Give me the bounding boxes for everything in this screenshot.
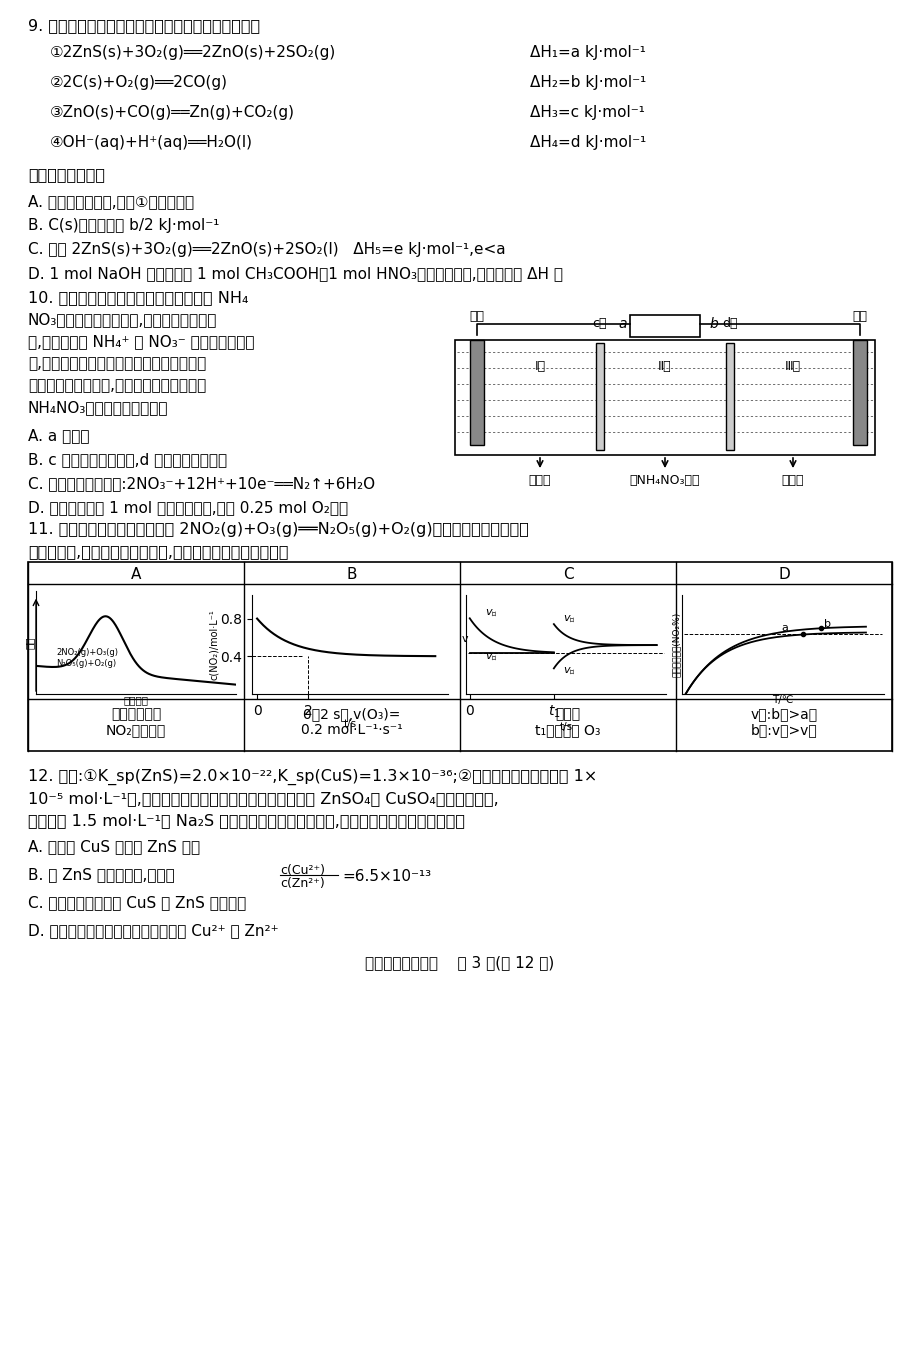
Text: a: a (780, 623, 788, 632)
Text: 9. 现代火法炼锌过程中主要发生了以下前三个反应。: 9. 现代火法炼锌过程中主要发生了以下前三个反应。 (28, 18, 260, 32)
Text: $v_{逆}$: $v_{逆}$ (484, 607, 497, 619)
Text: =6.5×10⁻¹³: =6.5×10⁻¹³ (342, 869, 431, 884)
Text: 理科综合能力测试    第 3 页(共 12 页): 理科综合能力测试 第 3 页(共 12 页) (365, 955, 554, 970)
Y-axis label: v: v (460, 635, 468, 644)
Text: 下,两膜中间的 NH₄⁺ 和 NO₃⁻ 可通过离子交换: 下,两膜中间的 NH₄⁺ 和 NO₃⁻ 可通过离子交换 (28, 334, 255, 349)
Text: $v_{逆}$: $v_{逆}$ (562, 666, 575, 677)
Bar (596, 343, 604, 450)
Text: c(Cu²⁺): c(Cu²⁺) (279, 865, 324, 877)
Text: ΔH₄=d kJ·mol⁻¹: ΔH₄=d kJ·mol⁻¹ (529, 135, 645, 150)
Y-axis label: 平衡体积分数(NO₂%): 平衡体积分数(NO₂%) (671, 612, 680, 677)
Text: 10⁻⁵ mol·L⁻¹时,视为沉淀就达完全。向等物质的量浓度的 ZnSO₄和 CuSO₄的混合溶液中,: 10⁻⁵ mol·L⁻¹时,视为沉淀就达完全。向等物质的量浓度的 ZnSO₄和 … (28, 790, 498, 807)
Bar (470, 340, 483, 444)
Text: B: B (346, 567, 357, 582)
Text: 11. 臭氧在烟气脱硝中的反应为 2NO₂(g)+O₃(g)══N₂O₅(g)+O₂(g)。若此反应在恒容密闭: 11. 臭氧在烟气脱硝中的反应为 2NO₂(g)+O₃(g)══N₂O₅(g)+… (28, 521, 528, 536)
Text: 12. 已知:①K_sp(ZnS)=2.0×10⁻²²,K_sp(CuS)=1.3×10⁻³⁶;②溶液中的离子浓度小于 1×: 12. 已知:①K_sp(ZnS)=2.0×10⁻²²,K_sp(CuS)=1.… (28, 769, 596, 785)
Text: NO₃废水的原理如图所示,在直流电源的作用: NO₃废水的原理如图所示,在直流电源的作用 (28, 312, 217, 327)
Text: ②2C(s)+O₂(g)══2CO(g): ②2C(s)+O₂(g)══2CO(g) (50, 76, 228, 91)
Text: $v_{正}$: $v_{正}$ (562, 613, 575, 624)
Text: B. C(s)的燃烧热是 b/2 kJ·mol⁻¹: B. C(s)的燃烧热是 b/2 kJ·mol⁻¹ (28, 218, 219, 232)
Text: ΔH₃=c kJ·mol⁻¹: ΔH₃=c kJ·mol⁻¹ (529, 105, 644, 120)
X-axis label: t/s: t/s (343, 719, 357, 730)
Text: Ⅰ室: Ⅰ室 (534, 359, 545, 373)
Text: ④OH⁻(aq)+H⁺(aq)══H₂O(l): ④OH⁻(aq)+H⁺(aq)══H₂O(l) (50, 135, 253, 150)
Text: C: C (562, 567, 573, 582)
Text: B. c 膜是阴离子交换膜,d 膜是阳离子交换膜: B. c 膜是阴离子交换膜,d 膜是阳离子交换膜 (28, 453, 227, 467)
Bar (28, 562, 891, 751)
Text: c(Zn²⁺): c(Zn²⁺) (279, 877, 324, 890)
Text: 稀氨水: 稀氨水 (781, 474, 803, 486)
Text: 含NH₄NO₃废水: 含NH₄NO₃废水 (630, 474, 699, 486)
Text: A. 先生成 CuS 后生成 ZnS 沉淀: A. 先生成 CuS 后生成 ZnS 沉淀 (28, 839, 200, 854)
Text: 电源: 电源 (656, 317, 673, 332)
Text: 10. 用电解法进行三室式电渗析法处理含 NH₄: 10. 用电解法进行三室式电渗析法处理含 NH₄ (28, 290, 248, 305)
Text: 下列说法正确的是: 下列说法正确的是 (28, 168, 105, 182)
Text: d膜: d膜 (721, 317, 737, 330)
Text: 石墨: 石墨 (469, 309, 484, 323)
Text: A. 以上四个反应中,只有①是放热反应: A. 以上四个反应中,只有①是放热反应 (28, 195, 194, 209)
Text: ΔH₁=a kJ·mol⁻¹: ΔH₁=a kJ·mol⁻¹ (529, 45, 645, 59)
Text: $v_{正}$: $v_{正}$ (484, 651, 497, 663)
Bar (455, 340, 874, 455)
Text: A. a 为正极: A. a 为正极 (28, 428, 89, 443)
Text: D. 1 mol NaOH 分别和含有 1 mol CH₃COOH、1 mol HNO₃的稀溶液反应,后者比前者 ΔH 大: D. 1 mol NaOH 分别和含有 1 mol CH₃COOH、1 mol … (28, 266, 562, 281)
Text: 稀硝酸: 稀硝酸 (528, 474, 550, 486)
Text: 恒温，
t₁时再充入 O₃: 恒温， t₁时再充入 O₃ (535, 707, 600, 738)
Text: b: b (709, 317, 718, 331)
Text: D. 过滤后得到的溶液中仍有极少量的 Cu²⁺ 和 Zn²⁺: D. 过滤后得到的溶液中仍有极少量的 Cu²⁺ 和 Zn²⁺ (28, 923, 278, 938)
Text: D. 当电路中通过 1 mol 电子的电量时,会有 0.25 mol O₂生成: D. 当电路中通过 1 mol 电子的电量时,会有 0.25 mol O₂生成 (28, 500, 347, 515)
Text: 0～2 s内,v(O₃)=
0.2 mol·L⁻¹·s⁻¹: 0～2 s内,v(O₃)= 0.2 mol·L⁻¹·s⁻¹ (301, 707, 403, 738)
Bar (725, 343, 733, 450)
Y-axis label: 能量: 能量 (25, 636, 35, 648)
Text: 逐滴加入 1.5 mol·L⁻¹的 Na₂S 溶液直至溶液中无沉淀产生,然后过滤。下列说法错误的是: 逐滴加入 1.5 mol·L⁻¹的 Na₂S 溶液直至溶液中无沉淀产生,然后过滤… (28, 813, 464, 828)
Text: ①2ZnS(s)+3O₂(g)══2ZnO(s)+2SO₂(g): ①2ZnS(s)+3O₂(g)══2ZnO(s)+2SO₂(g) (50, 45, 335, 59)
Text: C. 过滤得到的沉淀是 CuS 和 ZnS 的混合物: C. 过滤得到的沉淀是 CuS 和 ZnS 的混合物 (28, 894, 246, 911)
Text: Ⅱ室: Ⅱ室 (657, 359, 671, 373)
Text: D: D (777, 567, 789, 582)
Text: 室。工作一段时间后,在两极区均得到副产品: 室。工作一段时间后,在两极区均得到副产品 (28, 378, 206, 393)
Text: ΔH₂=b kJ·mol⁻¹: ΔH₂=b kJ·mol⁻¹ (529, 76, 645, 91)
Text: 2NO₂(g)+O₃(g): 2NO₂(g)+O₃(g) (56, 647, 118, 657)
Bar (630, 315, 699, 336)
X-axis label: t/s: t/s (559, 721, 572, 731)
Text: Ⅲ室: Ⅲ室 (784, 359, 800, 373)
Text: C. 阴极电极反应式为:2NO₃⁻+12H⁺+10e⁻══N₂↑+6H₂O: C. 阴极电极反应式为:2NO₃⁻+12H⁺+10e⁻══N₂↑+6H₂O (28, 476, 375, 490)
Text: 容器中进行,相关图象如下列选项,其中对应分析结论正确的是: 容器中进行,相关图象如下列选项,其中对应分析结论正确的是 (28, 544, 289, 559)
Text: 膜,而两端隔室中离子被阻挡不能进入中间隔: 膜,而两端隔室中离子被阻挡不能进入中间隔 (28, 357, 206, 372)
Text: 石墨: 石墨 (852, 309, 867, 323)
Text: a: a (618, 317, 626, 331)
Text: N₂O₅(g)+O₂(g): N₂O₅(g)+O₂(g) (56, 659, 116, 667)
Text: v正:b点>a点
b点:v逆>v正: v正:b点>a点 b点:v逆>v正 (750, 707, 817, 738)
Text: A: A (130, 567, 141, 582)
Text: 平衡后升温，
NO₂含量降低: 平衡后升温， NO₂含量降低 (106, 707, 166, 738)
Text: b: b (823, 619, 831, 630)
Y-axis label: c(NO₂)/mol·L⁻¹: c(NO₂)/mol·L⁻¹ (209, 609, 219, 680)
Text: C. 反应 2ZnS(s)+3O₂(g)══2ZnO(s)+2SO₂(l)   ΔH₅=e kJ·mol⁻¹,e<a: C. 反应 2ZnS(s)+3O₂(g)══2ZnO(s)+2SO₂(l) ΔH… (28, 242, 505, 257)
Text: c膜: c膜 (592, 317, 607, 330)
Text: NH₄NO₃。下列叙述正确的是: NH₄NO₃。下列叙述正确的是 (28, 400, 168, 415)
Bar (852, 340, 866, 444)
Text: ③ZnO(s)+CO(g)══Zn(g)+CO₂(g): ③ZnO(s)+CO(g)══Zn(g)+CO₂(g) (50, 105, 295, 120)
X-axis label: T/℃: T/℃ (771, 696, 793, 705)
Text: B. 当 ZnS 沉淀完全时,溶液中: B. 当 ZnS 沉淀完全时,溶液中 (28, 867, 175, 882)
X-axis label: 反应过程: 反应过程 (123, 696, 148, 705)
